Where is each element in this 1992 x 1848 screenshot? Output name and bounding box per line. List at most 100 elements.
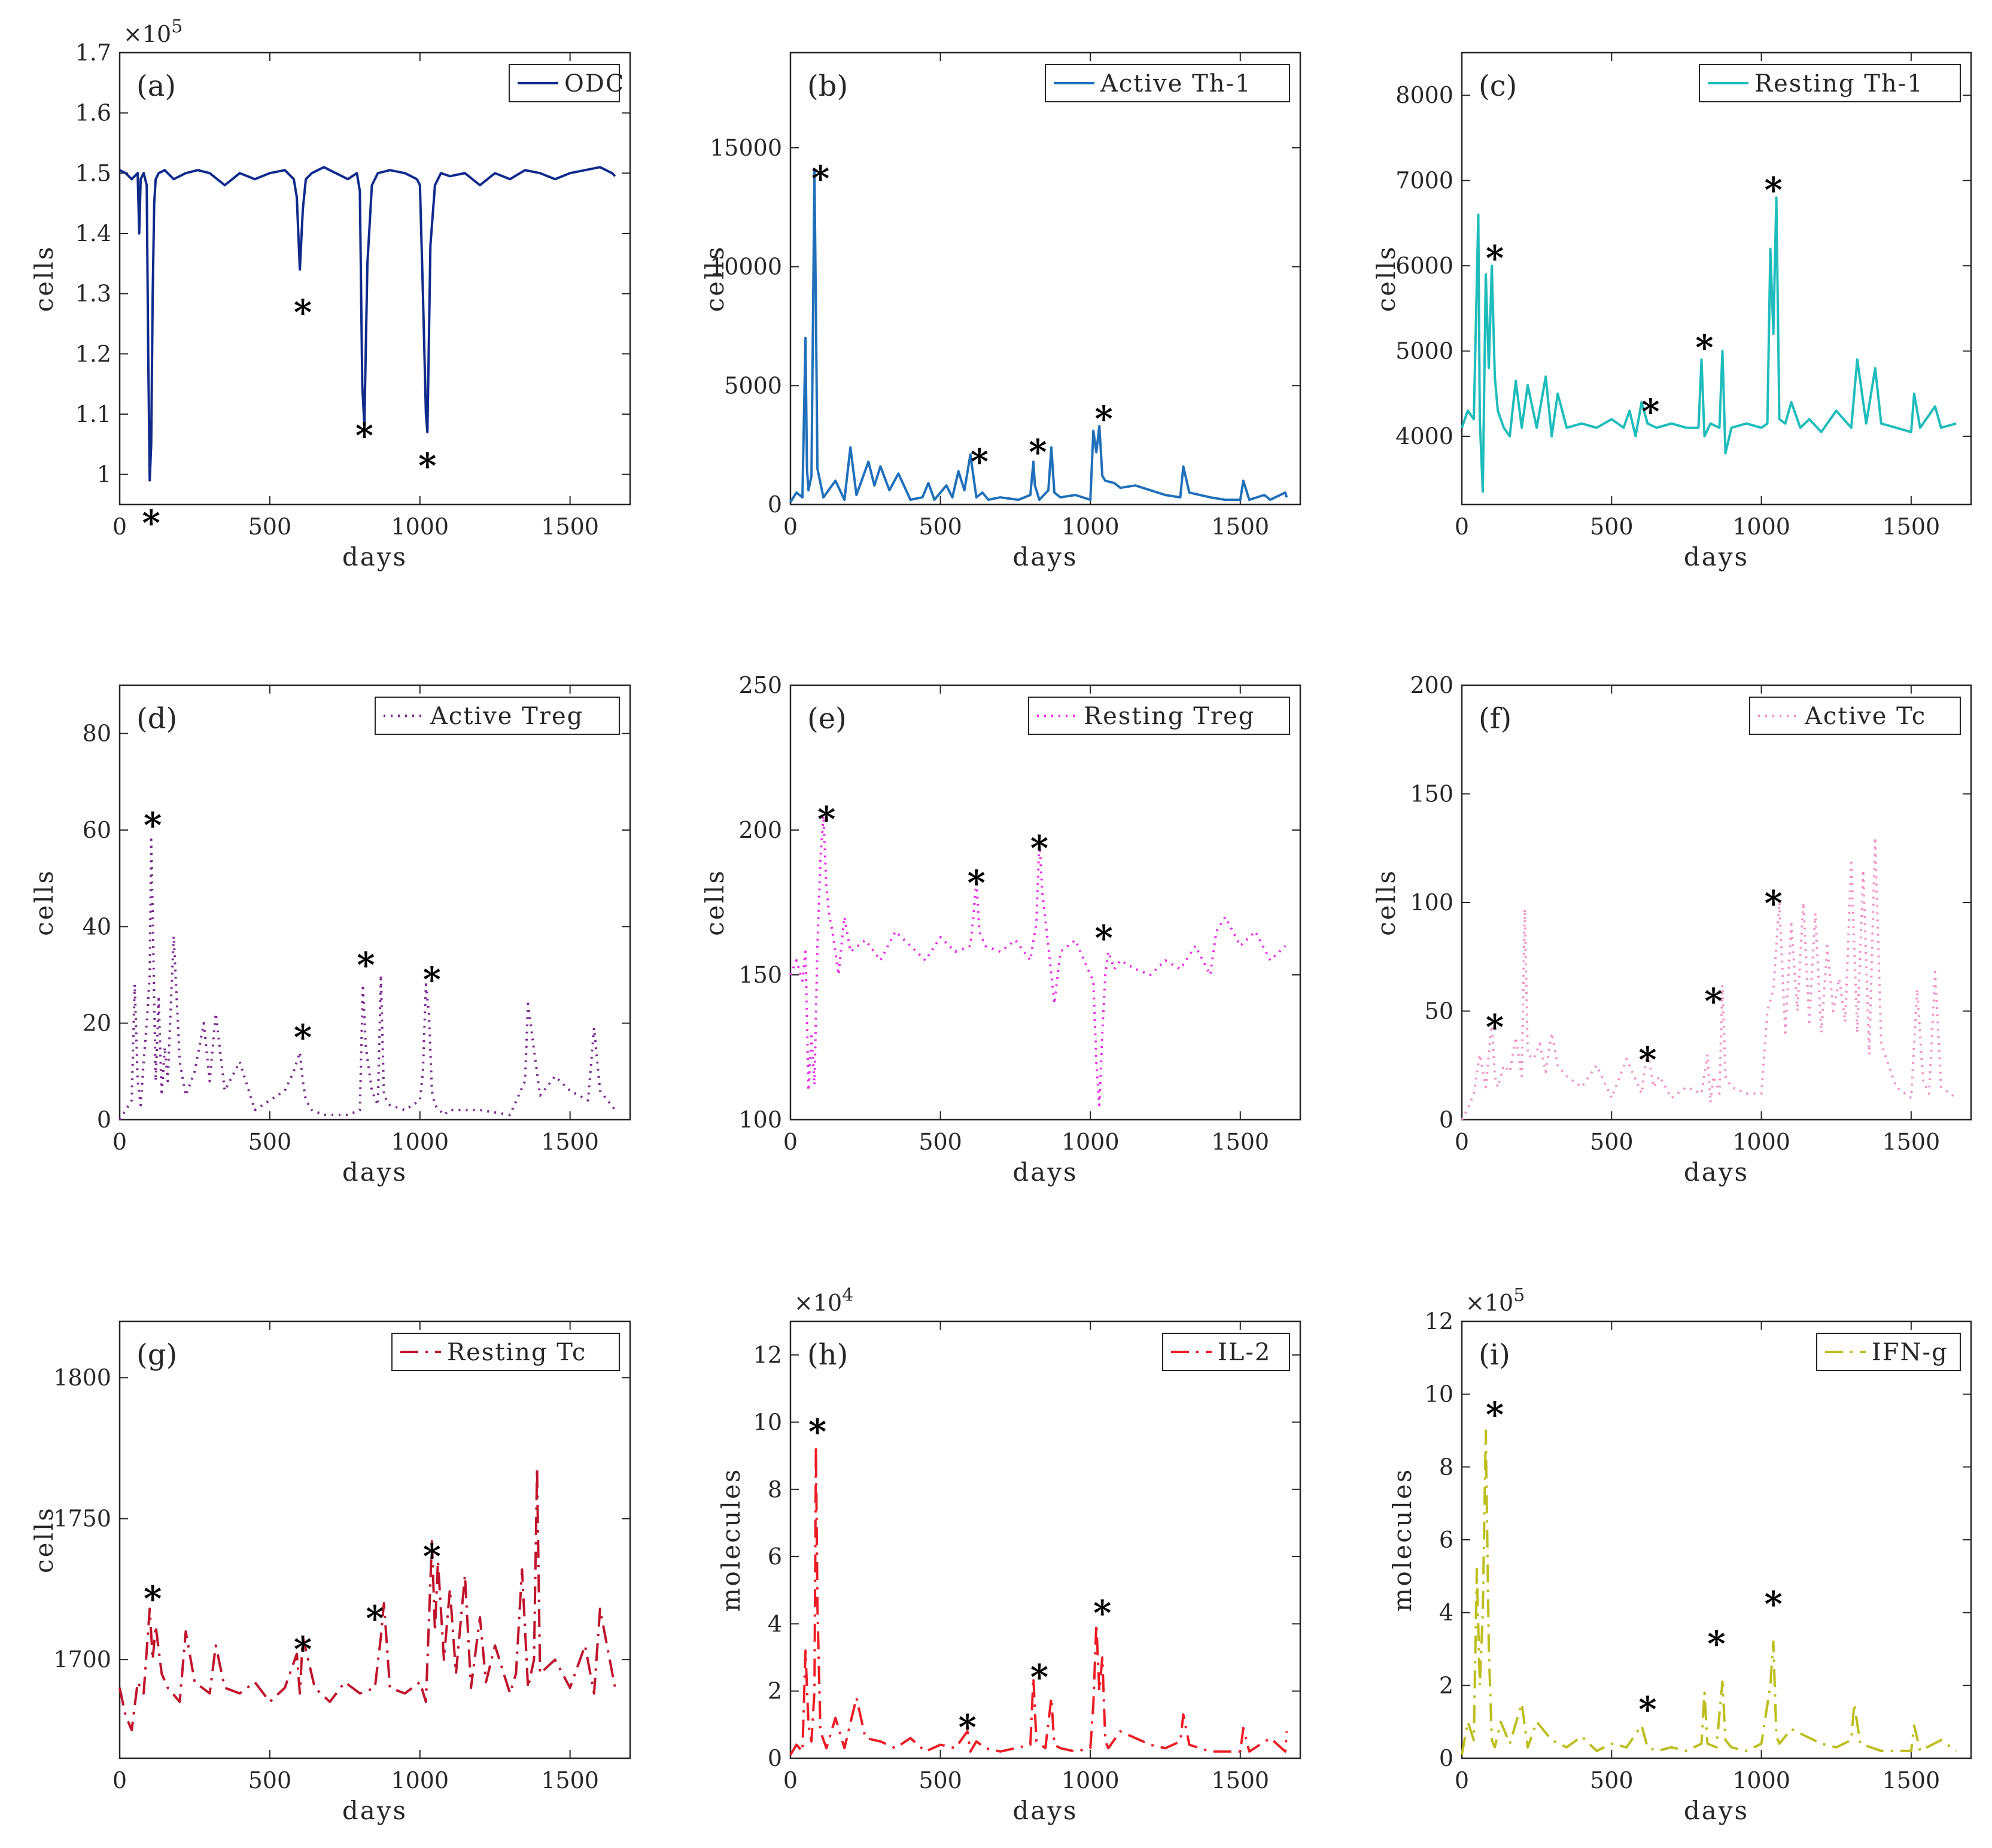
legend-label: Resting Tc xyxy=(447,1339,586,1366)
y-exponent-label: ×104 xyxy=(794,1285,853,1316)
axes-box xyxy=(1461,684,1972,1121)
asterisk-marker: * xyxy=(1764,170,1782,211)
y-tick-label: 12 xyxy=(1425,1308,1453,1335)
y-axis-label: cells xyxy=(700,245,729,312)
axes-box xyxy=(789,1320,1301,1759)
asterisk-marker: * xyxy=(144,1578,162,1619)
series-line xyxy=(1461,836,1957,1120)
x-tick-label: 500 xyxy=(919,513,962,540)
y-exponent-label: ×105 xyxy=(123,16,183,47)
y-tick-label: 4000 xyxy=(1395,423,1453,449)
asterisk-marker: * xyxy=(423,959,441,1000)
series-line xyxy=(789,170,1288,503)
legend-label: Active Treg xyxy=(430,703,583,730)
asterisk-marker: * xyxy=(144,805,162,846)
x-tick-label: 0 xyxy=(112,513,127,540)
x-tick-label: 1000 xyxy=(391,1767,449,1794)
x-tick-label: 1000 xyxy=(1062,1767,1120,1794)
y-tick-label: 1800 xyxy=(53,1364,111,1391)
x-tick-label: 1500 xyxy=(1882,1767,1941,1794)
x-tick-label: 1500 xyxy=(541,513,599,540)
x-tick-label: 1500 xyxy=(1882,1129,1941,1155)
x-tick-label: 500 xyxy=(919,1767,962,1794)
y-tick-label: 200 xyxy=(738,817,782,843)
series-line xyxy=(789,1444,1288,1756)
y-tick-label: 250 xyxy=(738,672,782,698)
y-exponent-power: 4 xyxy=(842,1285,853,1306)
y-tick-label: 2 xyxy=(768,1678,782,1704)
panel-tag: (i) xyxy=(1479,1338,1510,1372)
chart-panel-d: 0 500 1000 1500 0 20 40 60 80 days cells * * * * (d) Act… xyxy=(29,684,631,1187)
asterisk-marker: * xyxy=(1030,1656,1048,1697)
y-tick-label: 8000 xyxy=(1395,82,1453,108)
asterisk-marker: * xyxy=(971,442,989,482)
asterisk-marker: * xyxy=(968,863,986,904)
asterisk-marker: * xyxy=(355,415,373,456)
asterisk-marker: * xyxy=(817,799,835,840)
x-tick-label: 1000 xyxy=(1732,1767,1790,1794)
legend-box xyxy=(375,697,620,735)
panel-tag: (g) xyxy=(136,1338,177,1372)
x-tick-label: 1000 xyxy=(1062,513,1120,540)
x-axis-label: days xyxy=(1012,1157,1078,1187)
x-tick-label: 0 xyxy=(783,1767,798,1794)
x-tick-label: 500 xyxy=(1590,1767,1634,1794)
y-tick-label: 1750 xyxy=(53,1506,111,1532)
y-tick-label: 1700 xyxy=(53,1646,111,1673)
y-tick-label: 6000 xyxy=(1395,253,1453,279)
asterisk-marker: * xyxy=(1093,1593,1111,1634)
y-tick-label: 5000 xyxy=(1395,338,1453,364)
asterisk-marker: * xyxy=(142,503,160,543)
x-tick-label: 1500 xyxy=(1211,513,1269,540)
x-axis-label: days xyxy=(342,1796,407,1825)
x-tick-label: 1000 xyxy=(1732,513,1790,540)
chart-panel-g: 0 500 1000 1500 1700 1750 1800 days cells * * * * (g)… xyxy=(29,1320,631,1825)
y-tick-label: 15000 xyxy=(710,135,782,161)
x-tick-label: 0 xyxy=(112,1129,127,1155)
asterisk-marker: * xyxy=(1704,981,1722,1022)
y-tick-label: 60 xyxy=(83,817,111,843)
chart-panel-c: 0 500 1000 1500 4000 5000 6000 7000 8000 days cell… xyxy=(1371,51,1972,572)
y-tick-label: 1.7 xyxy=(75,39,111,66)
x-tick-label: 500 xyxy=(248,1767,292,1794)
y-tick-label: 1 xyxy=(97,461,111,488)
panel-tag: (b) xyxy=(807,69,848,103)
y-exponent-power: 5 xyxy=(1513,1285,1525,1306)
y-axis-label: molecules xyxy=(1388,1468,1417,1612)
asterisk-marker: * xyxy=(1764,883,1782,923)
panel-tag: (d) xyxy=(136,702,177,735)
y-tick-label: 4 xyxy=(1439,1600,1453,1626)
x-tick-label: 1500 xyxy=(1211,1129,1269,1155)
x-tick-label: 1000 xyxy=(1732,1129,1790,1155)
x-axis-label: days xyxy=(342,1157,407,1187)
legend-box xyxy=(391,1333,620,1371)
asterisk-marker: * xyxy=(423,1536,441,1577)
x-tick-label: 0 xyxy=(112,1767,127,1794)
y-tick-label: 4 xyxy=(768,1610,782,1637)
asterisk-marker: * xyxy=(811,159,829,199)
chart-panel-a: 0 500 1000 1500 1 1.1 1.2 1.3 1.4 1.5 1.6 1.7 days ce… xyxy=(29,16,631,572)
asterisk-marker: * xyxy=(294,1629,312,1670)
y-tick-label: 80 xyxy=(83,721,111,747)
panel-tag: (h) xyxy=(807,1338,848,1372)
x-tick-label: 0 xyxy=(1455,1767,1469,1794)
y-tick-label: 150 xyxy=(1410,781,1453,807)
y-axis-label: cells xyxy=(29,245,59,312)
asterisk-marker: * xyxy=(1641,391,1659,432)
y-tick-label: 8 xyxy=(768,1476,782,1503)
y-tick-label: 1.2 xyxy=(75,341,111,367)
y-tick-label: 10 xyxy=(753,1409,782,1435)
y-tick-label: 0 xyxy=(1439,1745,1453,1771)
y-tick-label: 1.6 xyxy=(75,100,111,126)
y-tick-label: 100 xyxy=(1410,889,1453,916)
asterisk-marker: * xyxy=(1486,238,1504,279)
panel-tag: (e) xyxy=(807,702,847,735)
axes-box xyxy=(789,51,1301,506)
x-tick-label: 500 xyxy=(1590,513,1634,540)
y-axis-label: molecules xyxy=(716,1468,746,1612)
asterisk-marker: * xyxy=(418,445,436,486)
x-tick-label: 500 xyxy=(248,1129,292,1155)
y-tick-label: 5000 xyxy=(724,372,782,399)
